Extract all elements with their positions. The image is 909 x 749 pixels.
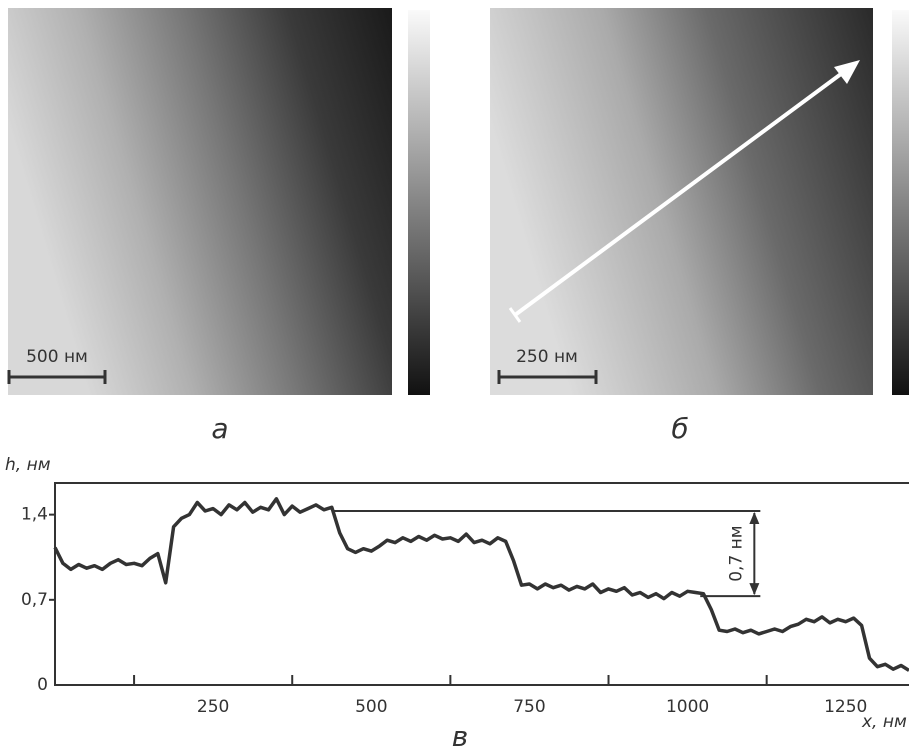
y-tick-label: 0,7 (21, 590, 48, 610)
annotation-label: 0,7 нм (726, 525, 746, 581)
profile-line (53, 497, 909, 672)
x-tick-label: 1250 (824, 697, 867, 717)
afm-image (490, 8, 873, 395)
scale-label: 500 нм (26, 347, 88, 367)
profile-arrow (508, 60, 860, 323)
y-axis-label: h, нм (5, 455, 51, 475)
y-tick-label: 0 (37, 675, 48, 695)
plot-frame (54, 482, 909, 686)
panel-label: б (671, 412, 688, 445)
arrow-head (749, 511, 760, 524)
x-tick-label: 500 (355, 697, 387, 717)
y-tick-label: 1,4 (21, 505, 48, 525)
x-tick-label: 250 (197, 697, 229, 717)
scale-bar (7, 370, 598, 384)
arrow-head (749, 583, 760, 596)
colorbar (408, 10, 430, 395)
panel-label: а (211, 412, 228, 445)
x-tick-label: 750 (513, 697, 545, 717)
x-axis-label: x, нм (861, 712, 907, 732)
x-tick-label: 1000 (666, 697, 709, 717)
colorbar (892, 10, 909, 395)
afm-image (8, 8, 392, 395)
scale-label: 250 нм (516, 347, 578, 367)
panel-label: в (452, 720, 469, 749)
